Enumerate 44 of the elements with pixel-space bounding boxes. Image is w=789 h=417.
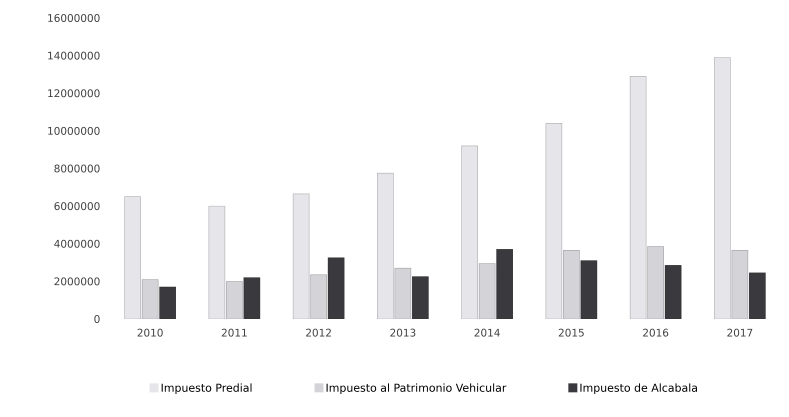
legend-label: Impuesto Predial (162, 383, 252, 394)
bar (664, 265, 682, 319)
bar (714, 57, 731, 319)
bar (563, 250, 580, 319)
legend-label: Impuesto al Patrimonio Vehicular (326, 383, 506, 394)
bar (328, 258, 344, 319)
bar (546, 123, 562, 319)
x-tick-label: 2014 (474, 328, 500, 337)
x-tick-label: 2013 (390, 328, 416, 337)
bar (377, 172, 394, 319)
bar (478, 263, 496, 319)
y-tick-label: 8000000 (54, 164, 100, 172)
bar (310, 274, 327, 319)
bar (394, 268, 412, 319)
x-tick-label: 2016 (643, 328, 668, 337)
x-tick-label: 2012 (306, 328, 331, 337)
bar (412, 276, 429, 319)
bar (461, 146, 478, 319)
bar (749, 272, 766, 319)
bar (142, 279, 158, 319)
y-tick-label: 2000000 (54, 277, 100, 286)
y-tick-label: 12000000 (48, 89, 100, 98)
bar (124, 196, 141, 319)
bar (208, 206, 226, 319)
bar (732, 250, 748, 319)
bar (647, 246, 664, 319)
y-tick-label: 10000000 (48, 126, 100, 135)
bar (496, 249, 513, 319)
bar (580, 260, 598, 319)
x-tick-label: 2011 (222, 328, 247, 337)
x-tick-label: 2015 (558, 328, 584, 337)
bar (292, 194, 310, 319)
bar (244, 277, 260, 319)
bar (159, 286, 176, 319)
x-tick-label: 2010 (138, 328, 163, 337)
y-tick-label: 16000000 (48, 14, 100, 22)
x-tick-label: 2017 (727, 328, 752, 337)
y-tick-label: 6000000 (54, 202, 100, 210)
bar (630, 76, 646, 319)
bar (226, 281, 243, 319)
legend-label: Impuesto de Alcabala (580, 383, 697, 394)
y-tick-label: 4000000 (54, 240, 100, 248)
y-tick-label: 14000000 (48, 52, 100, 60)
y-tick-label: 0 (94, 315, 100, 323)
